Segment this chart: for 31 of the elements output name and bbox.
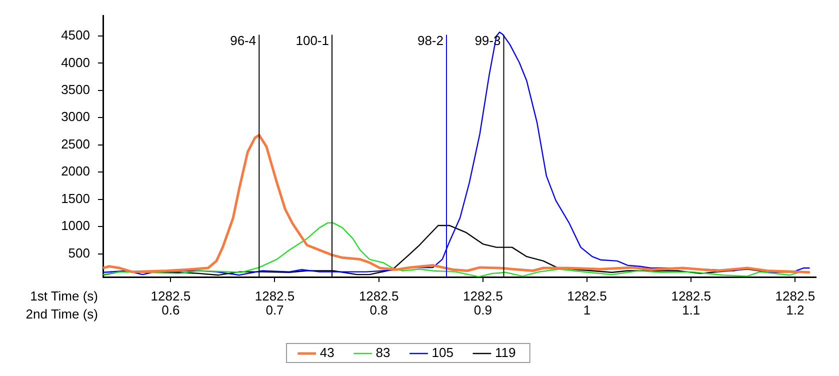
x-tick-label: 0.9 (474, 302, 492, 318)
x-axis-title: 1st Time (s) 2nd Time (s) (26, 288, 98, 322)
legend-label: 119 (494, 345, 516, 360)
x-tick-label: 1.2 (786, 302, 804, 318)
y-tick-label: 500 (68, 245, 90, 260)
y-tick-label: 2500 (61, 136, 90, 152)
text: 1282.5 (254, 288, 295, 304)
text: 1282.5 (567, 288, 607, 304)
y-tick-label: 3000 (61, 109, 90, 124)
x-tick-label: 1.1 (682, 302, 700, 318)
annotation: 96-4 (230, 32, 256, 48)
y-tick-label: 1500 (61, 190, 90, 206)
y-tick-label: 3500 (61, 82, 90, 98)
annotation: 98-2 (417, 32, 444, 48)
annotation: 100-1 (296, 32, 329, 48)
text: 1282.5 (358, 288, 399, 304)
text: 1282.5 (775, 288, 816, 304)
x-tick-label: 0.6 (162, 302, 180, 318)
text: 1282.5 (463, 288, 503, 304)
y-tick-label: 1000 (61, 218, 90, 234)
x-tick-label: 0.8 (370, 302, 388, 318)
y-tick-label: 2000 (61, 164, 90, 179)
text: 1282.5 (150, 288, 191, 304)
y-tick-label: 4500 (61, 28, 90, 43)
text: 1282.5 (671, 288, 711, 304)
legend-label: 105 (432, 345, 454, 360)
legend-label: 43 (320, 345, 334, 360)
y-tick-label: 4000 (61, 54, 90, 70)
x-tick-label: 1 (583, 302, 591, 318)
legend-label: 83 (376, 345, 390, 360)
x-tick-label: 0.7 (266, 302, 284, 318)
